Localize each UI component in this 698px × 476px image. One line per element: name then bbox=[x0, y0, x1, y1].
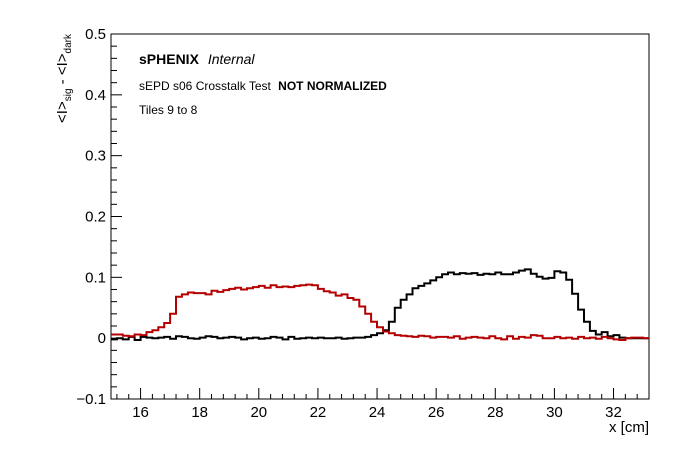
y-axis-title-part1: <I> bbox=[54, 101, 71, 123]
y-tick-label: 0.2 bbox=[85, 209, 106, 226]
series-line-1 bbox=[111, 283, 649, 341]
x-tick-label: 18 bbox=[191, 404, 208, 421]
y-axis-title-sub1: sig bbox=[63, 88, 74, 101]
series-layer bbox=[111, 268, 649, 341]
annotation-test: sEPD s06 Crosstalk Test NOT NORMALIZED bbox=[139, 79, 387, 93]
y-tick-label: 0.5 bbox=[85, 26, 106, 43]
test-label: sEPD s06 Crosstalk Test bbox=[139, 79, 271, 93]
plot-area: 16 18 20 22 24 26 28 30 32 −0.1 0 0.1 0.2 0.3 0.4 0.5 bbox=[76, 26, 650, 421]
status-label: Internal bbox=[208, 51, 256, 67]
annotation-block: sPHENIX Internal sEPD s06 Crosstalk Test… bbox=[139, 51, 387, 117]
y-tick-label: 0.3 bbox=[85, 148, 106, 165]
y-axis-title-part2: <I> bbox=[54, 53, 71, 75]
x-tick-label: 32 bbox=[605, 404, 622, 421]
x-tick-label: 16 bbox=[132, 404, 149, 421]
x-tick-label: 26 bbox=[428, 404, 445, 421]
x-axis-title: x [cm] bbox=[609, 419, 649, 436]
annotation-experiment: sPHENIX Internal bbox=[139, 51, 255, 67]
y-tick-label: −0.1 bbox=[76, 391, 106, 408]
x-tick-label: 28 bbox=[487, 404, 504, 421]
series-line-0 bbox=[111, 268, 649, 341]
y-axis-title: <I>sig - <I>dark bbox=[54, 33, 74, 123]
x-tick-label: 30 bbox=[546, 404, 563, 421]
x-tick-label: 20 bbox=[250, 404, 267, 421]
annotation-tiles: Tiles 9 to 8 bbox=[139, 103, 198, 117]
experiment-label: sPHENIX bbox=[139, 51, 200, 67]
x-tick-label: 24 bbox=[369, 404, 386, 421]
ticks-layer: 16 18 20 22 24 26 28 30 32 −0.1 0 0.1 0.2 0.3 0.4 0.5 bbox=[76, 26, 650, 421]
y-tick-label: 0.4 bbox=[85, 87, 106, 104]
test-flag: NOT NORMALIZED bbox=[278, 79, 387, 93]
y-tick-label: 0.1 bbox=[85, 269, 106, 286]
y-axis-title-sub2: dark bbox=[63, 33, 74, 53]
x-tick-label: 22 bbox=[310, 404, 327, 421]
y-tick-label: 0 bbox=[98, 330, 106, 347]
y-axis-title-sep: - bbox=[54, 75, 71, 88]
